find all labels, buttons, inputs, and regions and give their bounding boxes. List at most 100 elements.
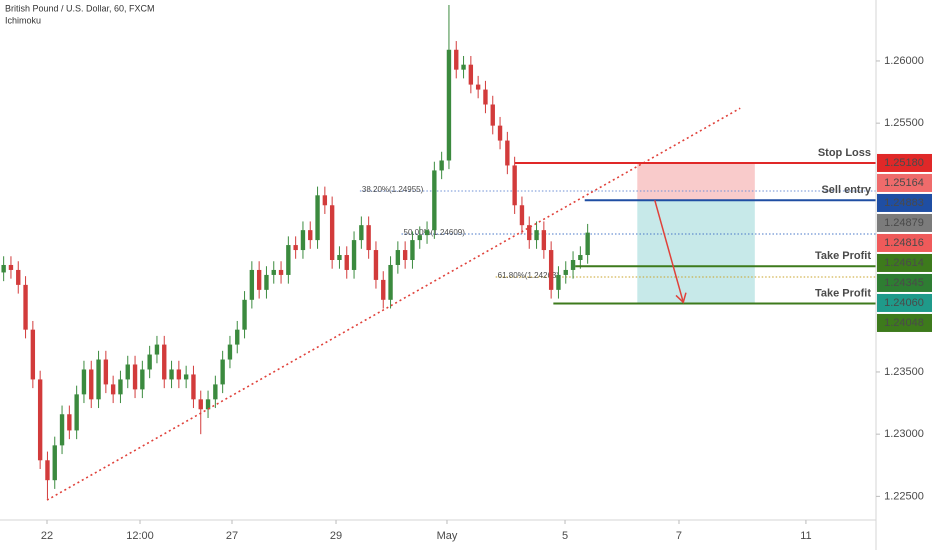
- candle-body: [388, 264, 393, 300]
- candle-body: [110, 384, 116, 395]
- x-tick-label: 22: [41, 530, 53, 542]
- x-tick-label: 12:00: [126, 530, 154, 542]
- candle-body: [271, 269, 276, 275]
- candle-body: [373, 250, 379, 280]
- price-label: 1.24060: [884, 297, 924, 309]
- candle-body: [45, 460, 50, 481]
- candle-body: [585, 232, 590, 256]
- price-label-box: [877, 273, 932, 292]
- candle-body: [286, 245, 291, 275]
- candle-body: [381, 279, 386, 300]
- candle-body: [424, 230, 430, 236]
- candle-body: [505, 140, 510, 166]
- candle-body: [198, 399, 203, 410]
- candle-body: [125, 364, 130, 380]
- candle-body: [169, 369, 174, 380]
- price-label-box: [877, 213, 932, 232]
- price-label: 1.25180: [884, 157, 924, 169]
- candle-body: [556, 274, 561, 290]
- candle-body: [37, 379, 43, 461]
- x-tick-label: 29: [330, 530, 342, 542]
- price-label: 1.24883: [884, 197, 924, 209]
- candle-body: [329, 205, 335, 260]
- candle-body: [293, 245, 298, 251]
- candle-body: [191, 374, 196, 400]
- candle-body: [183, 374, 189, 380]
- candle-body: [548, 250, 554, 290]
- candle-body: [563, 269, 568, 275]
- reward-zone: [637, 200, 755, 304]
- candle-body: [315, 195, 320, 241]
- level-label: Take Profit: [815, 250, 871, 262]
- candle-body: [468, 64, 474, 85]
- candle-body: [118, 379, 123, 395]
- candle-body: [308, 230, 313, 241]
- price-label-box: [877, 193, 932, 212]
- price-label-box: [877, 153, 932, 172]
- candle-body: [154, 344, 160, 355]
- candle-body: [527, 225, 532, 241]
- candle-body: [490, 104, 495, 126]
- level-label: Sell entry: [821, 184, 871, 196]
- candle-body: [410, 240, 415, 260]
- candle-body: [52, 445, 57, 481]
- candle-body: [534, 230, 539, 241]
- y-tick-label: 1.26000: [884, 55, 924, 67]
- candle-body: [96, 359, 101, 400]
- candle-body: [1, 264, 6, 273]
- candle-body: [220, 359, 225, 385]
- arrow-head: [675, 292, 687, 304]
- price-label-box: [877, 293, 932, 312]
- candle-body: [395, 250, 401, 265]
- candle-body: [103, 359, 109, 385]
- candle-body: [59, 414, 65, 446]
- candle-body: [16, 269, 21, 285]
- candle-body: [337, 255, 342, 260]
- candle-body: [89, 369, 94, 400]
- price-label: 1.24614: [884, 257, 924, 269]
- candle-body: [497, 125, 503, 141]
- candle-body: [23, 284, 28, 330]
- price-label-box: [877, 233, 932, 252]
- candle-body: [344, 255, 349, 270]
- candle-body: [67, 414, 72, 431]
- price-label-box: [877, 173, 932, 192]
- x-tick-label: 27: [226, 530, 238, 542]
- candle-body: [351, 240, 357, 270]
- candle-body: [512, 165, 517, 206]
- price-label: 1.25164: [884, 177, 924, 189]
- candle-body: [519, 205, 525, 226]
- candle-body: [162, 344, 167, 380]
- risk-zone: [637, 162, 755, 201]
- indicator-name: Ichimoku: [5, 15, 41, 25]
- x-tick-label: 7: [676, 530, 682, 542]
- candle-body: [541, 230, 547, 251]
- candle-body: [249, 269, 255, 300]
- candle-body: [402, 250, 408, 260]
- plot-area: 38.20%(1.24955)50.00%(1.24609)61.80%(1.2…: [1, 4, 876, 501]
- y-tick-label: 1.22500: [884, 490, 924, 502]
- candle-body: [81, 369, 87, 395]
- candle-body: [475, 84, 481, 90]
- x-tick-label: 5: [562, 530, 568, 542]
- candle-body: [439, 160, 444, 171]
- y-tick-label: 1.23500: [884, 366, 924, 378]
- candle-body: [366, 225, 371, 251]
- x-tick-label: May: [437, 530, 458, 542]
- price-label: 1.24879: [884, 217, 924, 229]
- fib-label: 38.20%(1.24955): [362, 185, 424, 194]
- candle-body: [147, 354, 152, 370]
- candle-body: [140, 369, 145, 390]
- candle-body: [213, 384, 218, 400]
- candle-body: [483, 89, 488, 105]
- candle-body: [235, 329, 240, 345]
- candle-body: [176, 369, 182, 380]
- arrow: [654, 200, 685, 303]
- candle-body: [8, 264, 14, 270]
- candle-body: [132, 364, 138, 390]
- level-label: Stop Loss: [818, 147, 871, 159]
- price-label: 1.24345: [884, 277, 924, 289]
- candle-body: [417, 235, 422, 241]
